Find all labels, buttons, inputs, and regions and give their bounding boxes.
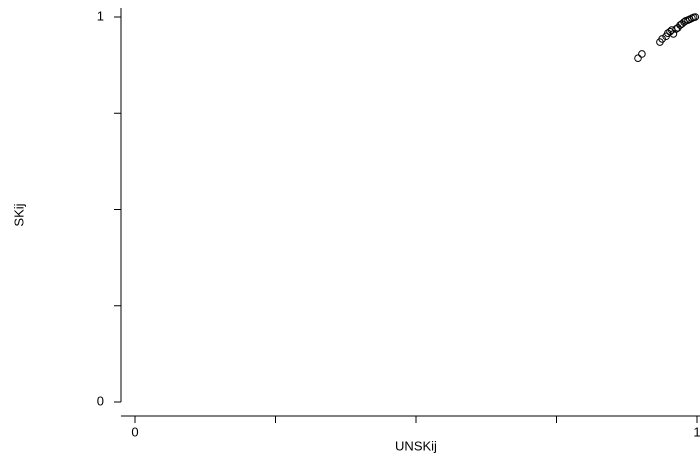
point [634, 54, 642, 62]
x-axis-title: UNSKij [395, 438, 437, 453]
point [638, 50, 646, 58]
point [691, 13, 700, 21]
x-tick-label: 0 [131, 424, 138, 439]
point [658, 35, 666, 43]
y-tick-label: 1 [97, 8, 104, 23]
y-tick-label: 0 [97, 393, 104, 408]
x-tick-label: 1 [693, 424, 700, 439]
y-axis-title: SKij [11, 203, 26, 226]
point [672, 25, 681, 33]
